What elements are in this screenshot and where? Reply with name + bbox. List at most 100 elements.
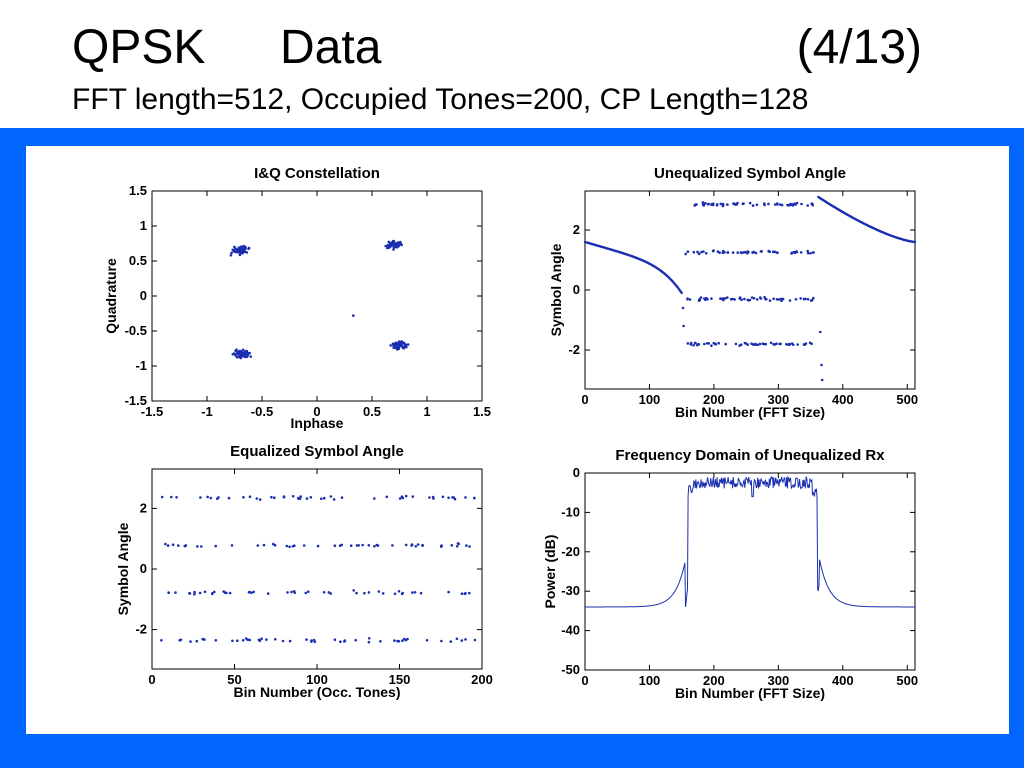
data-point [256,544,260,547]
data-point [763,342,766,346]
data-point [247,591,251,594]
data-point [781,297,785,301]
data-point [258,639,262,642]
data-point [795,201,799,205]
data-point [239,247,243,251]
data-point [747,299,751,302]
data-point [788,299,792,302]
x-axis-label: Bin Number (FFT Size) [675,404,825,420]
data-point [453,497,457,501]
data-point [357,544,361,547]
data-point [355,544,359,547]
data-point [281,639,285,643]
data-point [775,342,778,345]
data-point [742,202,745,205]
data-point [404,343,408,346]
data-point [748,201,752,205]
x-tick-label: 200 [471,672,493,687]
y-axis-label: Symbol Angle [548,243,564,336]
data-point [288,639,292,643]
data-point [309,496,313,499]
data-point [340,496,344,499]
data-point [806,298,810,301]
data-point [404,638,408,642]
data-point [776,251,779,255]
data-point [227,496,231,500]
data-point [247,246,251,250]
data-point [792,343,795,347]
data-point [206,495,209,499]
data-point [767,249,770,253]
data-point [698,298,702,302]
x-tick-label: -1 [201,404,213,419]
data-point [243,246,246,250]
data-point [809,251,812,255]
data-point [290,590,293,594]
data-point [756,343,760,347]
data-point [398,497,402,500]
data-point [819,330,822,334]
data-point [689,341,693,345]
data-point [447,496,450,500]
data-point [759,297,763,300]
data-point [733,298,736,301]
data-point [312,638,316,642]
y-tick-label: -50 [561,662,580,677]
data-point [686,250,690,253]
data-point [203,638,206,641]
data-point [255,497,259,500]
data-point [233,249,236,253]
data-point [702,250,705,253]
data-point [214,639,218,642]
data-point [686,342,690,345]
data-point [167,591,171,595]
data-point [401,346,405,350]
data-point [193,590,196,594]
data-point [416,543,420,546]
data-point [722,298,725,302]
data-point [726,251,729,254]
y-tick-label: -10 [561,504,580,519]
data-point [242,496,245,499]
data-point [384,244,388,248]
data-point [721,202,725,206]
data-point [248,351,251,355]
data-point [710,297,713,300]
data-point [238,349,241,353]
x-tick-label: -0.5 [251,404,273,419]
data-point [340,543,344,547]
data-point [413,591,417,594]
y-axis-label: Quadrature [103,258,119,334]
y-tick-label: -30 [561,583,580,598]
data-point [258,498,262,501]
data-point [291,545,295,548]
x-tick-label: 0 [148,672,155,687]
data-point [381,592,385,595]
data-point [307,590,310,593]
panel-4: Frequency Domain of Unequalized Rx Bin Nu… [542,447,918,701]
x-tick-label: 100 [639,392,661,407]
data-point [473,638,477,642]
data-point [367,591,371,594]
data-point [391,342,395,345]
data-point [468,591,471,595]
data-point [363,591,366,595]
data-point [272,542,275,546]
data-point [361,543,365,547]
data-point [796,343,799,346]
data-point [405,345,408,349]
data-point [681,306,685,310]
data-point [195,639,199,643]
data-points [160,494,477,644]
data-point [752,250,756,254]
data-point [235,350,238,353]
data-point [229,254,233,257]
data-point [352,589,356,592]
data-point [270,495,273,499]
y-tick-label: 0 [573,282,580,297]
data-point [804,342,808,345]
data-point [464,638,467,641]
data-point [812,296,815,300]
x-tick-label: 0 [581,673,588,688]
data-point [411,495,415,498]
